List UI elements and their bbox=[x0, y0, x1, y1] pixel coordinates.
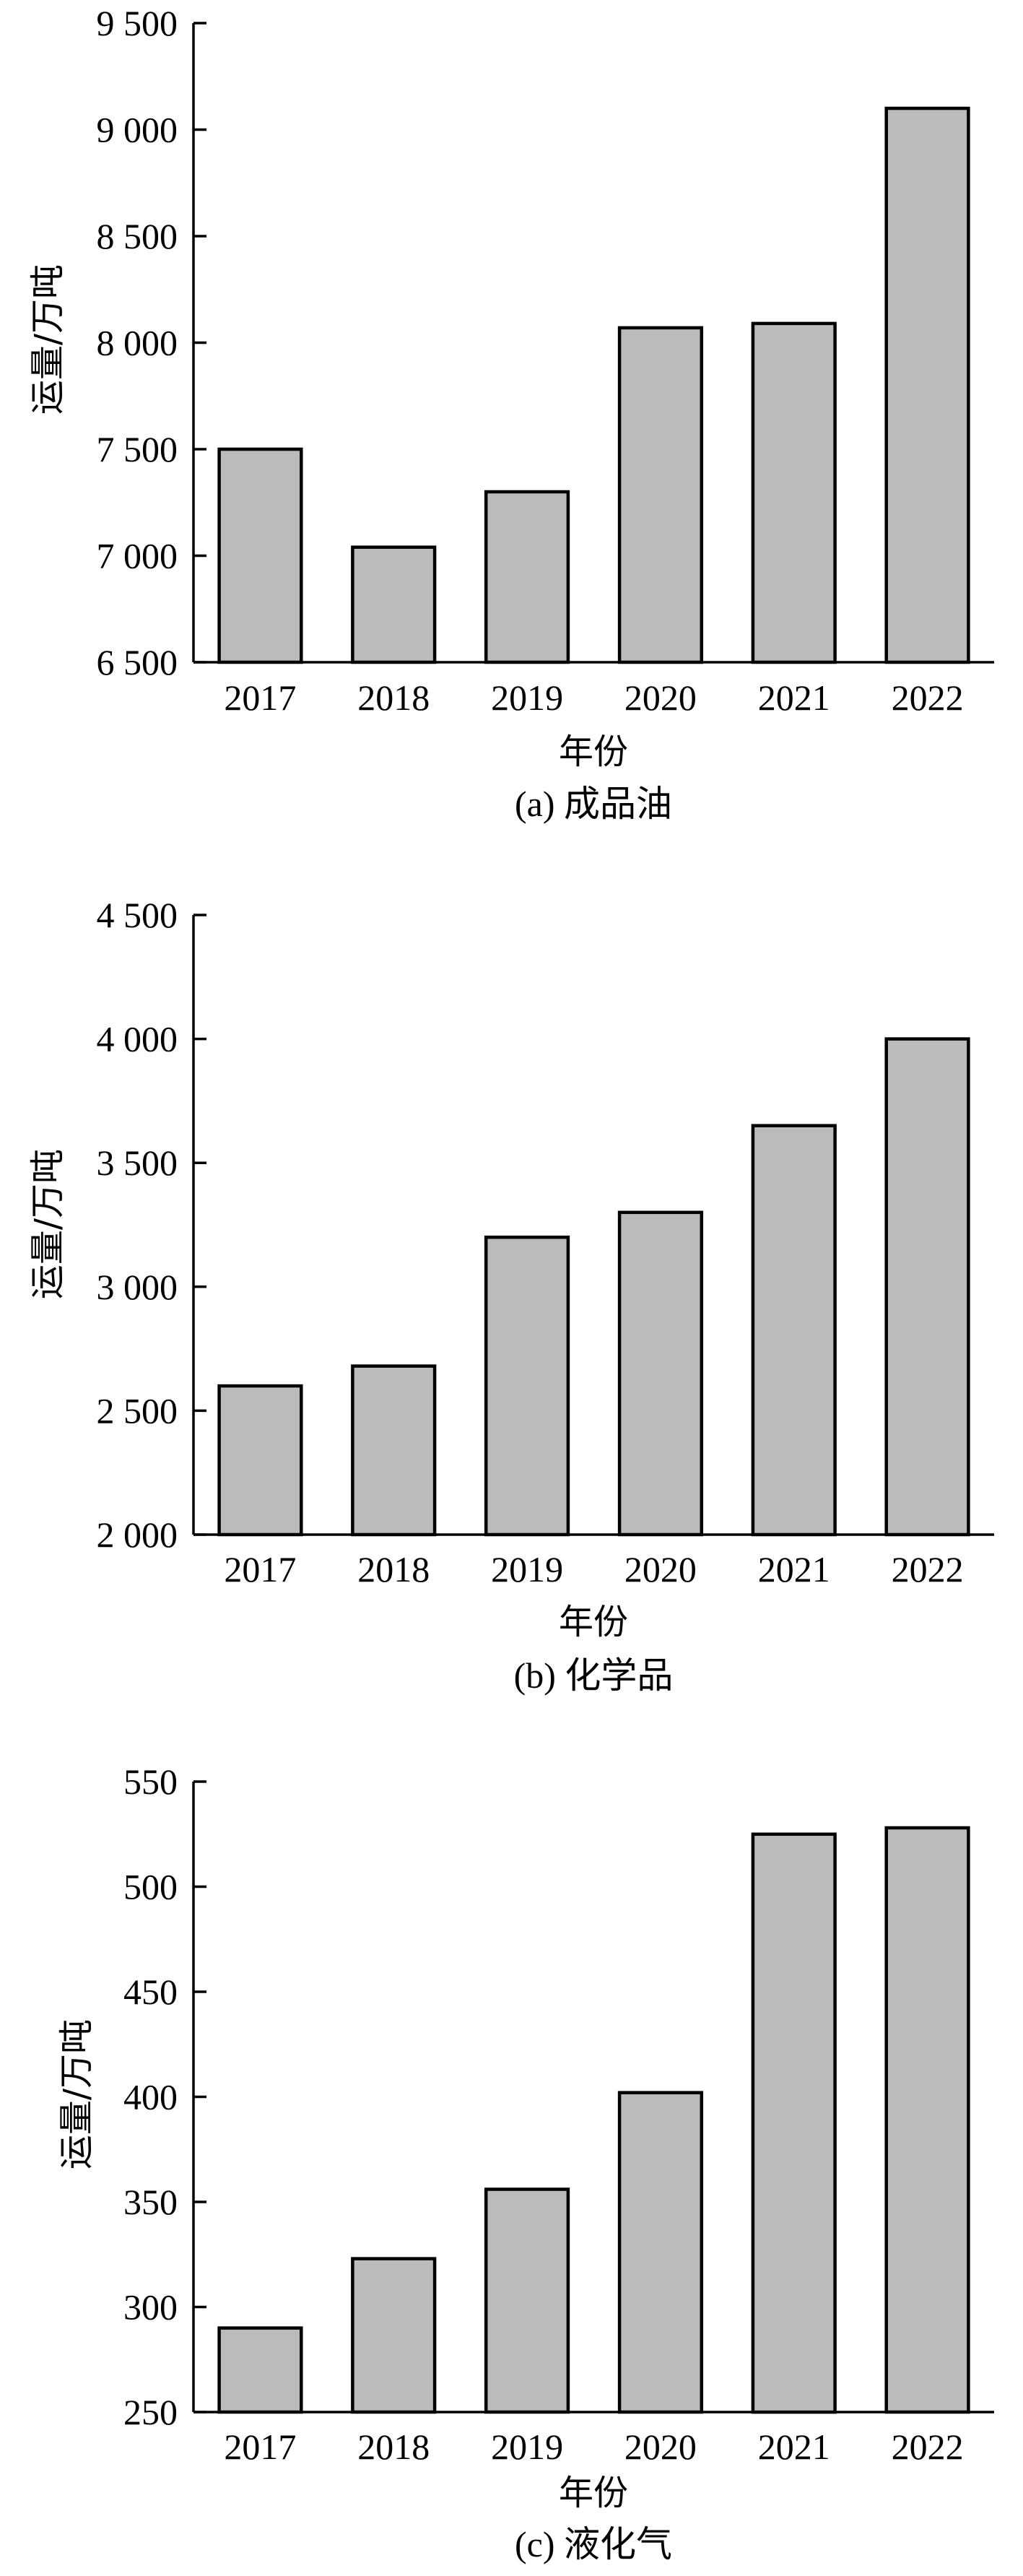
x-axis-title: 年份 bbox=[559, 1602, 628, 1642]
bar-2019 bbox=[484, 1235, 570, 1537]
y-tick-label: 500 bbox=[123, 1867, 178, 1907]
bar-2019 bbox=[484, 2187, 570, 2414]
x-tick-label: 2020 bbox=[624, 1549, 697, 1590]
y-tick-label: 450 bbox=[123, 1972, 178, 2012]
x-tick-label: 2021 bbox=[758, 677, 830, 718]
x-tick-label: 2019 bbox=[491, 677, 563, 718]
y-tick-label: 300 bbox=[123, 2287, 178, 2328]
bar-2021 bbox=[751, 1832, 837, 2414]
bar-2020 bbox=[617, 1210, 704, 1537]
y-tick-label: 7 500 bbox=[97, 429, 178, 469]
bar-2017 bbox=[217, 2326, 303, 2414]
y-tick-label: 3 000 bbox=[97, 1267, 178, 1307]
x-tick-label: 2019 bbox=[491, 2427, 563, 2467]
x-tick-label: 2021 bbox=[758, 1549, 830, 1590]
chart-panel-c: 运量/万吨 年份 (c) 液化气 250 300 350 400 450 500 550 20… bbox=[56, 1761, 994, 2564]
y-tick-label: 550 bbox=[123, 1761, 178, 1802]
x-tick-label: 2018 bbox=[357, 2427, 430, 2467]
y-axis-title: 运量/万吨 bbox=[27, 264, 68, 415]
y-tick-label: 4 500 bbox=[97, 895, 178, 935]
y-tick-label: 2 500 bbox=[97, 1390, 178, 1431]
x-axis-title: 年份 bbox=[559, 2473, 628, 2513]
bar-2020 bbox=[617, 326, 704, 664]
y-axis-title: 运量/万吨 bbox=[27, 1149, 68, 1299]
bar-2017 bbox=[217, 1384, 303, 1537]
bar-2018 bbox=[351, 545, 437, 664]
bar-2017 bbox=[217, 447, 303, 664]
y-tick-label: 400 bbox=[123, 2077, 178, 2117]
y-tick-label: 9 500 bbox=[97, 3, 178, 43]
chart-caption: (b) 化学品 bbox=[514, 1655, 674, 1696]
y-tick-label: 8 500 bbox=[97, 216, 178, 256]
x-tick-label: 2021 bbox=[758, 2427, 830, 2467]
bar-2022 bbox=[884, 106, 970, 664]
x-tick-label: 2018 bbox=[357, 1549, 430, 1590]
y-tick-label: 250 bbox=[123, 2392, 178, 2432]
y-tick-label: 350 bbox=[123, 2182, 178, 2222]
y-tick-label: 4 000 bbox=[97, 1019, 178, 1059]
x-tick-label: 2020 bbox=[624, 2427, 697, 2467]
bar-2020 bbox=[617, 2091, 704, 2414]
x-tick-label: 2022 bbox=[892, 2427, 964, 2467]
x-axis-title: 年份 bbox=[559, 732, 628, 772]
chart-panel-a: 运量/万吨 年份 (a) 成品油 6 500 7 000 7 500 8 000 8 5… bbox=[27, 3, 994, 824]
bar-2022 bbox=[884, 1037, 970, 1537]
y-tick-label: 2 000 bbox=[97, 1514, 178, 1555]
y-tick-label: 8 000 bbox=[97, 323, 178, 363]
bar-2019 bbox=[484, 490, 570, 664]
chart-caption: (c) 液化气 bbox=[515, 2524, 672, 2564]
y-tick-label: 6 500 bbox=[97, 642, 178, 682]
bar-2018 bbox=[351, 2257, 437, 2414]
chart-panel-b: 运量/万吨 年份 (b) 化学品 2 000 2 500 3 000 3 500 4 0… bbox=[27, 895, 994, 1696]
x-tick-label: 2019 bbox=[491, 1549, 563, 1590]
bar-2021 bbox=[751, 1124, 837, 1537]
x-tick-label: 2017 bbox=[224, 2427, 296, 2467]
x-tick-label: 2017 bbox=[224, 677, 296, 718]
x-tick-label: 2020 bbox=[624, 677, 697, 718]
x-tick-label: 2022 bbox=[892, 677, 964, 718]
bar-2021 bbox=[751, 321, 837, 664]
chart-caption: (a) 成品油 bbox=[515, 784, 672, 824]
y-axis-title: 运量/万吨 bbox=[56, 2019, 97, 2169]
y-tick-label: 3 500 bbox=[97, 1142, 178, 1183]
x-tick-label: 2017 bbox=[224, 1549, 296, 1590]
x-tick-label: 2022 bbox=[892, 1549, 964, 1590]
bar-2022 bbox=[884, 1826, 970, 2414]
x-tick-label: 2018 bbox=[357, 677, 430, 718]
bar-2018 bbox=[351, 1364, 437, 1537]
y-tick-label: 7 000 bbox=[97, 536, 178, 576]
y-tick-label: 9 000 bbox=[97, 110, 178, 150]
